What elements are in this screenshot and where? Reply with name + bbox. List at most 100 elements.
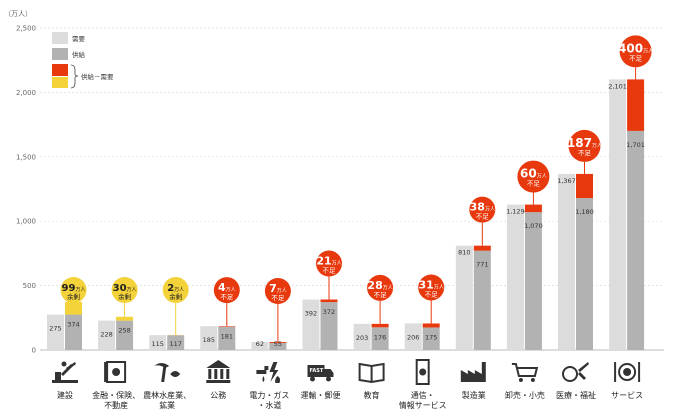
y-tick-label: 2,500 bbox=[16, 25, 36, 33]
supply-bar bbox=[371, 327, 389, 350]
y-axis: （万人） 0 500 1,000 1,500 2,000 2,500 bbox=[4, 10, 36, 355]
supply-bar bbox=[320, 302, 338, 350]
gap-value-label: 28万人 bbox=[367, 279, 392, 292]
shortage-segment bbox=[218, 326, 236, 327]
category-label: 建設 bbox=[57, 390, 73, 400]
demand-bar bbox=[353, 323, 371, 350]
demand-value-label: 810 bbox=[458, 249, 470, 257]
gap-unit: 万人 bbox=[643, 48, 653, 54]
shortage-segment bbox=[627, 79, 645, 131]
gap-bubble bbox=[568, 129, 601, 162]
demand-bar bbox=[302, 299, 320, 350]
supply-bar bbox=[269, 342, 287, 350]
legend-brace bbox=[70, 64, 79, 89]
supply-bar bbox=[473, 250, 491, 350]
shortage-segment bbox=[422, 323, 440, 328]
supply-value-label: 175 bbox=[425, 333, 437, 341]
gap-bubble bbox=[60, 277, 87, 303]
gap-value-label: 400万人 bbox=[618, 41, 653, 55]
gap-bubble bbox=[367, 274, 394, 301]
legend-demand-swatch bbox=[52, 32, 68, 44]
gap-value-label: 60万人 bbox=[520, 167, 547, 181]
supply-bar bbox=[167, 335, 185, 350]
gap-bubble bbox=[213, 277, 240, 304]
icon-part bbox=[310, 376, 315, 382]
demand-value-label: 2,101 bbox=[608, 82, 627, 90]
agriculture-icon bbox=[154, 363, 181, 382]
icon-part bbox=[623, 368, 632, 376]
icon-part bbox=[264, 366, 269, 370]
category-label: 教育 bbox=[364, 390, 380, 400]
gap-bubble bbox=[469, 196, 496, 223]
demand-value-label: 115 bbox=[151, 340, 163, 348]
category-label: 製造業 bbox=[462, 390, 486, 400]
category-label: 医療・福祉 bbox=[556, 390, 596, 400]
demand-value-label: 228 bbox=[100, 331, 112, 339]
shortage-segment bbox=[371, 323, 389, 328]
shortage-segment bbox=[473, 245, 491, 251]
category-label: 運輸・郵便 bbox=[301, 390, 341, 400]
icon-part bbox=[460, 362, 486, 382]
icon-part bbox=[275, 376, 281, 383]
icon-part bbox=[206, 360, 231, 368]
gap-bubble bbox=[517, 160, 550, 193]
icon-part bbox=[614, 362, 617, 382]
icon-part bbox=[66, 362, 76, 370]
supply-bar bbox=[627, 130, 645, 350]
dining-icon bbox=[614, 362, 641, 382]
gap-number: 21 bbox=[316, 255, 331, 268]
demand-value-label: 275 bbox=[49, 325, 61, 333]
icon-part bbox=[562, 366, 578, 382]
demand-value-label: 206 bbox=[407, 333, 419, 341]
gap-unit: 万人 bbox=[277, 288, 287, 294]
gap-value-label: 31万人 bbox=[419, 278, 444, 291]
gap-number: 60 bbox=[520, 167, 537, 181]
gap-bubble bbox=[619, 35, 652, 68]
gap-number: 4 bbox=[218, 281, 226, 294]
icon-part bbox=[262, 376, 265, 382]
icon-part bbox=[226, 369, 230, 379]
finance-icon bbox=[104, 361, 127, 383]
supply-value-label: 1,180 bbox=[575, 208, 594, 216]
gap-bubble bbox=[111, 277, 138, 303]
y-tick-label: 1,000 bbox=[16, 218, 36, 226]
legend-shortage-swatch bbox=[52, 64, 68, 76]
surplus-segment bbox=[116, 316, 134, 321]
gap-unit: 万人 bbox=[127, 287, 137, 293]
legend-supply-swatch bbox=[52, 48, 68, 60]
gap-unit: 万人 bbox=[332, 261, 342, 267]
supply-value-label: 372 bbox=[323, 308, 335, 316]
gap-text-label: 不足 bbox=[425, 290, 439, 298]
gap-bubble bbox=[162, 277, 189, 303]
supply-bar bbox=[524, 212, 542, 350]
category-label: 電力・ガス bbox=[249, 390, 289, 400]
icon-part bbox=[578, 372, 586, 380]
gap-text-label: 余剰 bbox=[67, 292, 80, 301]
gap-text-label: 不足 bbox=[374, 291, 388, 299]
icon-part bbox=[307, 365, 325, 377]
gap-value-label: 187万人 bbox=[567, 136, 602, 150]
medical-icon bbox=[562, 362, 589, 382]
gap-number: 2 bbox=[167, 283, 174, 294]
gap-value-label: 4万人 bbox=[218, 281, 236, 294]
icon-part bbox=[208, 369, 212, 379]
gap-unit: 万人 bbox=[174, 287, 184, 293]
gap-number: 7 bbox=[269, 282, 277, 295]
gap-text-label: 不足 bbox=[578, 149, 592, 157]
supply-value-label: 181 bbox=[221, 333, 233, 341]
supply-value-label: 1,070 bbox=[524, 222, 543, 230]
icon-part bbox=[256, 370, 267, 374]
category-label: サービス bbox=[611, 391, 643, 400]
smartphone-icon bbox=[415, 359, 430, 385]
icon-part bbox=[161, 367, 167, 382]
gap-number: 28 bbox=[367, 279, 382, 292]
shopping-cart-icon bbox=[511, 363, 539, 382]
gap-value-label: 38万人 bbox=[470, 201, 495, 214]
icon-part bbox=[618, 363, 637, 381]
gap-number: 187 bbox=[567, 136, 592, 150]
